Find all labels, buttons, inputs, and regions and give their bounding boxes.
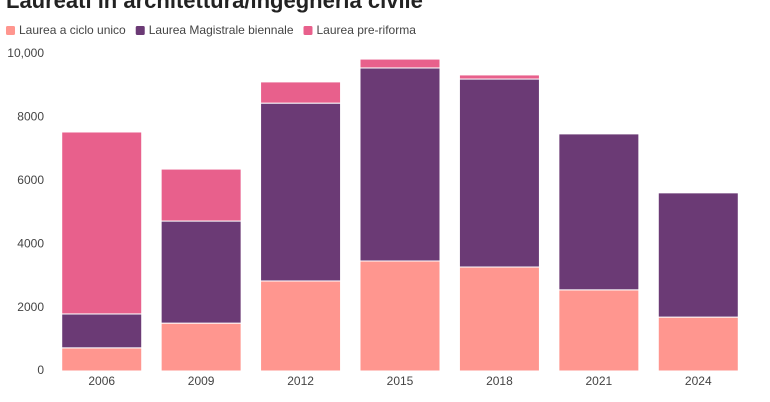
bar-segment bbox=[657, 316, 739, 372]
legend-swatch bbox=[303, 26, 313, 35]
bar-segment bbox=[61, 347, 143, 372]
legend-label: Laurea pre-riforma bbox=[317, 23, 417, 37]
bar-segment bbox=[458, 266, 540, 372]
x-tick-label: 2018 bbox=[486, 374, 513, 388]
bar-segment bbox=[458, 78, 540, 268]
bar-segment bbox=[359, 67, 441, 262]
legend-swatch bbox=[135, 26, 145, 35]
y-tick-label: 2000 bbox=[17, 300, 44, 314]
bar-segment bbox=[160, 220, 242, 324]
legend-label: Laurea Magistrale biennale bbox=[149, 23, 294, 37]
x-tick-label: 2021 bbox=[586, 374, 613, 388]
bar-segment bbox=[61, 131, 143, 315]
bar-segment bbox=[260, 280, 342, 372]
bar-segment bbox=[558, 133, 640, 291]
y-tick-label: 4000 bbox=[17, 236, 44, 250]
bar-segment bbox=[160, 322, 242, 372]
bar-segment bbox=[359, 58, 441, 69]
bar-segment bbox=[160, 168, 242, 222]
bar-segment bbox=[359, 260, 441, 372]
legend-label: Laurea a ciclo unico bbox=[19, 23, 126, 37]
bar-segment bbox=[260, 81, 342, 104]
bar-segment bbox=[657, 192, 739, 318]
legend-swatch bbox=[6, 26, 15, 35]
x-tick-label: 2009 bbox=[188, 374, 215, 388]
x-tick-label: 2012 bbox=[287, 374, 314, 388]
bar-segment bbox=[260, 102, 342, 282]
bar-segment bbox=[558, 289, 640, 372]
bar-segment bbox=[61, 313, 143, 349]
bar-segment bbox=[458, 74, 540, 80]
chart-title: Laureati in architettura/ingegneria civi… bbox=[6, 0, 423, 13]
y-tick-label: 0 bbox=[37, 363, 44, 377]
x-tick-label: 2015 bbox=[387, 374, 414, 388]
x-tick-label: 2024 bbox=[685, 374, 712, 388]
y-tick-label: 10,000 bbox=[7, 46, 44, 60]
y-tick-label: 8000 bbox=[17, 110, 44, 124]
y-tick-label: 6000 bbox=[17, 173, 44, 187]
x-tick-label: 2006 bbox=[88, 374, 115, 388]
